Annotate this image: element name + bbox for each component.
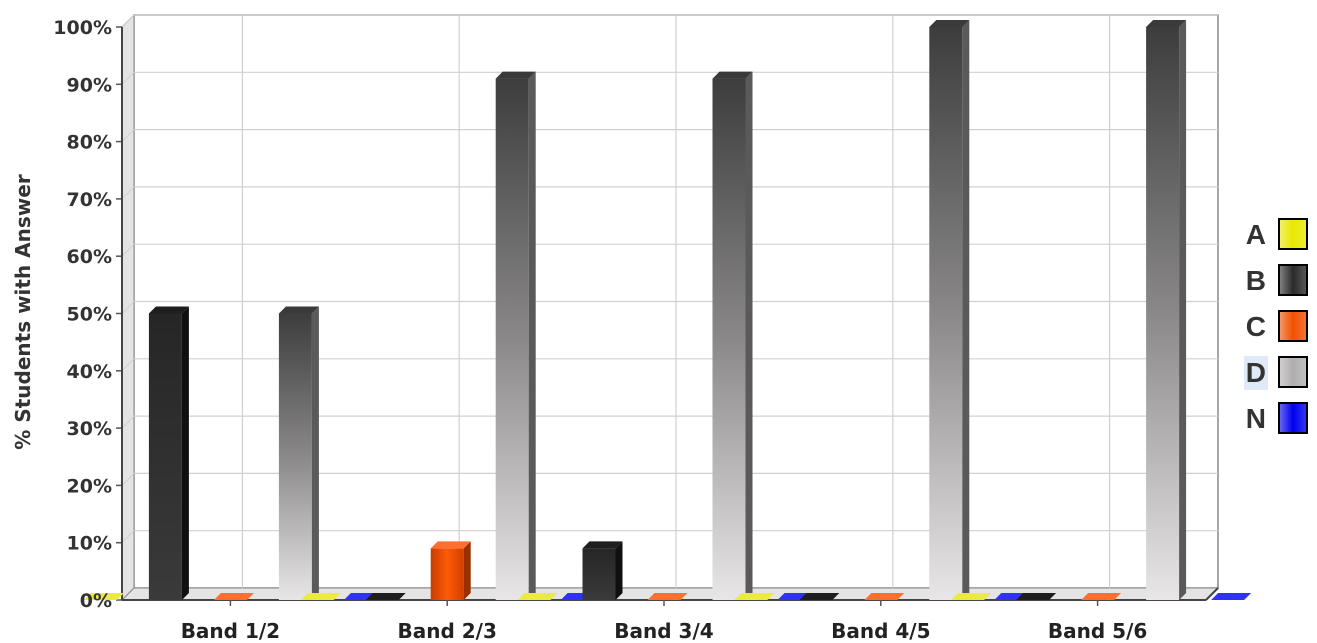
bar-B-1 bbox=[148, 306, 189, 600]
x-axis-depth bbox=[1205, 587, 1219, 601]
legend-swatch bbox=[1278, 218, 1308, 250]
legend-swatch bbox=[1278, 356, 1308, 388]
legend-swatch bbox=[1278, 310, 1308, 342]
bar-A-4 bbox=[734, 593, 775, 600]
bar-D-5 bbox=[1146, 20, 1187, 600]
gridline-side bbox=[121, 129, 135, 142]
gridline-side bbox=[121, 473, 135, 486]
legend-item-d[interactable]: D bbox=[1228, 352, 1316, 398]
bar-D-2 bbox=[495, 71, 536, 600]
y-tick-label: 50% bbox=[67, 304, 112, 326]
bar-C-3 bbox=[647, 593, 688, 600]
bars bbox=[83, 20, 1252, 600]
legend-item-b[interactable]: B bbox=[1228, 260, 1316, 306]
bar-A-3 bbox=[517, 593, 558, 600]
bar-B-2 bbox=[365, 593, 406, 600]
y-tick-label: 20% bbox=[67, 475, 112, 497]
bar-A-1 bbox=[83, 593, 124, 600]
x-tick-label: Band 1/2 bbox=[181, 619, 280, 643]
legend-label: N bbox=[1245, 403, 1266, 434]
bar-D-4 bbox=[929, 20, 970, 600]
bar-C-5 bbox=[1081, 593, 1122, 600]
bar-A-2 bbox=[300, 593, 341, 600]
axis-labels: 0% 10% 20% 30% 40% 50% 60% 70% 80% 90% 100% Band 1/… bbox=[53, 17, 1147, 643]
gridline-side bbox=[121, 14, 135, 28]
gridline-side bbox=[121, 301, 135, 314]
bar-C-1 bbox=[213, 593, 254, 600]
y-axis-label: % Students with Answer bbox=[11, 174, 35, 450]
bar-N-5 bbox=[1211, 593, 1252, 600]
y-tick-label: 90% bbox=[67, 74, 112, 96]
y-tick-label: 10% bbox=[67, 533, 112, 555]
y-tick-label: 100% bbox=[53, 17, 112, 39]
legend-item-c[interactable]: C bbox=[1228, 306, 1316, 352]
gridline-side bbox=[121, 186, 135, 200]
bar-B-4 bbox=[799, 593, 840, 600]
legend-swatch bbox=[1278, 402, 1308, 434]
gridline-side bbox=[121, 71, 135, 85]
bar-B-5 bbox=[1016, 593, 1057, 600]
legend-swatch bbox=[1278, 264, 1308, 296]
y-tick-label: 0% bbox=[80, 590, 112, 612]
y-tick-label: 70% bbox=[67, 189, 112, 211]
legend-item-a[interactable]: A bbox=[1228, 214, 1316, 260]
bar-C-4 bbox=[864, 593, 905, 600]
legend-label: C bbox=[1245, 311, 1266, 342]
bar-D-3 bbox=[712, 71, 753, 600]
bar-C-2 bbox=[430, 541, 471, 600]
gridline-side bbox=[121, 358, 135, 372]
x-tick-label: Band 2/3 bbox=[397, 619, 496, 643]
legend-label: D bbox=[1243, 356, 1268, 390]
bar-D-1 bbox=[278, 306, 319, 600]
x-tick-label: Band 3/4 bbox=[614, 619, 713, 643]
bar-B-3 bbox=[582, 541, 623, 600]
y-tick-label: 60% bbox=[67, 246, 112, 268]
x-tick-label: Band 5/6 bbox=[1048, 619, 1147, 643]
y-tick-label: 40% bbox=[67, 361, 112, 383]
bar-A-5 bbox=[951, 593, 992, 600]
y-tick-label: 30% bbox=[67, 418, 112, 440]
y-tick-label: 80% bbox=[67, 132, 112, 154]
legend-item-n[interactable]: N bbox=[1228, 398, 1316, 444]
gridline-side bbox=[121, 530, 135, 544]
gridline-side bbox=[121, 243, 135, 257]
legend-label: B bbox=[1245, 265, 1266, 296]
x-tick-label: Band 4/5 bbox=[831, 619, 930, 643]
gridline-side bbox=[121, 415, 135, 429]
legend-label: A bbox=[1245, 219, 1266, 250]
